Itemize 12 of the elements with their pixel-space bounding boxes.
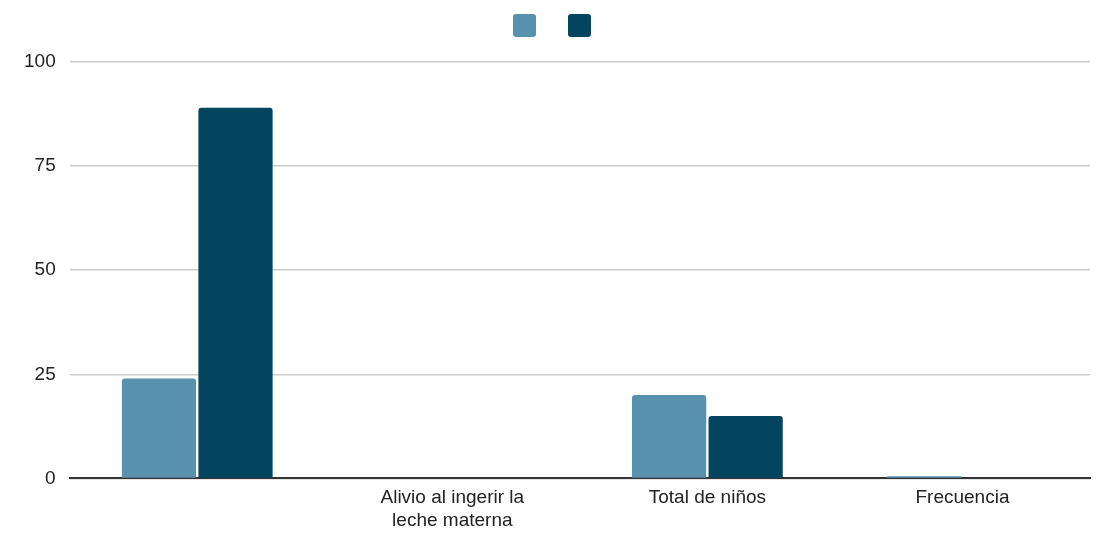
x-tick-label: Frecuencia bbox=[915, 486, 1010, 508]
y-tick-label: 25 bbox=[34, 362, 56, 384]
bar bbox=[121, 378, 197, 478]
x-tick-label: Alivio al ingerir la leche materna bbox=[380, 486, 525, 530]
y-tick-label: 75 bbox=[34, 154, 56, 176]
y-tick-label: 50 bbox=[34, 258, 56, 280]
bar bbox=[708, 415, 783, 478]
bar bbox=[632, 395, 707, 478]
bar bbox=[198, 107, 273, 478]
x-tick-label: Total de niños bbox=[648, 486, 767, 508]
y-tick-label: 100 bbox=[24, 50, 56, 72]
y-tick-label: 0 bbox=[45, 466, 56, 488]
